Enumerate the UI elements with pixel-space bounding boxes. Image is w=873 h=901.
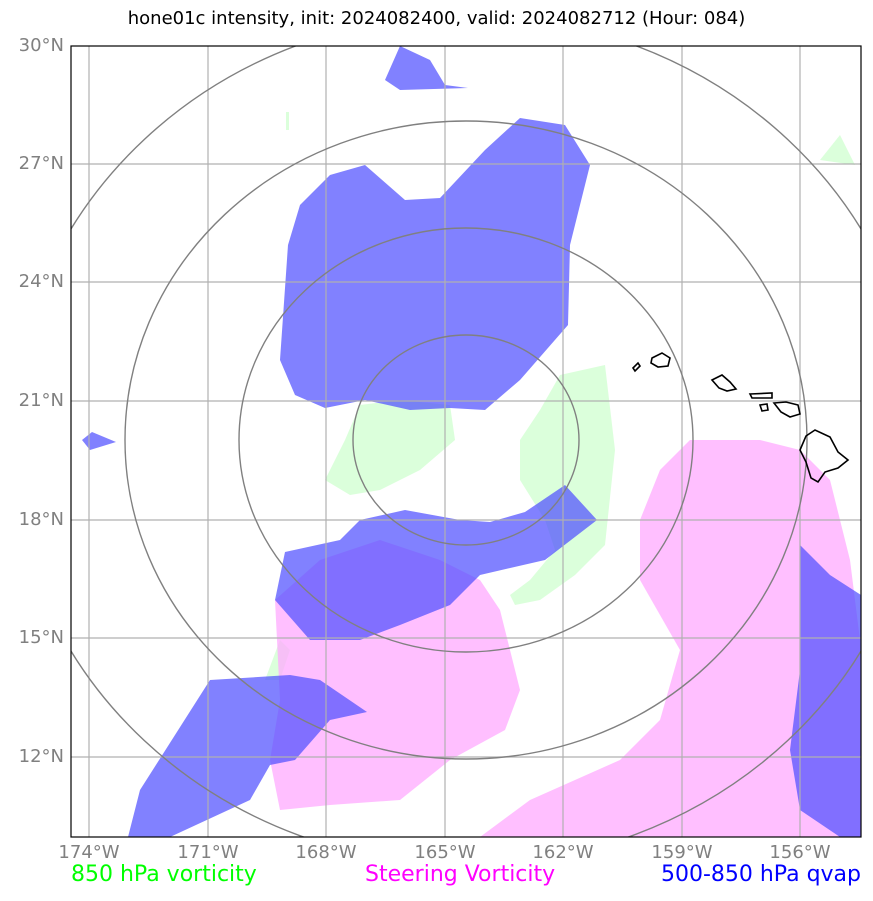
- lat-label-24n: 24°N: [18, 271, 64, 292]
- lat-label-21n: 21°N: [18, 390, 64, 411]
- lat-label-30n: 30°N: [18, 35, 64, 56]
- kauai-island: [650, 352, 671, 368]
- green-region-3: [820, 135, 855, 165]
- pink-region-2: [480, 440, 861, 837]
- lon-label-174w: 174°W: [58, 842, 120, 863]
- lon-label-171w: 171°W: [177, 842, 239, 863]
- green-region-5: [286, 112, 289, 130]
- lon-label-156w: 156°W: [769, 842, 831, 863]
- blue-region-3: [82, 432, 116, 450]
- qvap-layer: [82, 46, 861, 837]
- lat-label-27n: 27°N: [18, 153, 64, 174]
- blue-region-5: [128, 675, 367, 837]
- lon-label-165w: 165°W: [414, 842, 476, 863]
- lon-label-168w: 168°W: [295, 842, 357, 863]
- blue-region-6: [790, 545, 861, 837]
- range-rings: [71, 46, 861, 837]
- map-frame: [70, 45, 862, 838]
- lat-label-15n: 15°N: [18, 627, 64, 648]
- lanai-island: [758, 403, 769, 412]
- legend-850hpa-vorticity: 850 hPa vorticity: [71, 862, 257, 887]
- hawaii-coastline: [631, 352, 850, 484]
- lat-label-18n: 18°N: [18, 509, 64, 530]
- gridlines: [71, 46, 861, 837]
- legend-steering-vorticity: Steering Vorticity: [365, 862, 556, 887]
- green-region-1: [325, 400, 455, 495]
- blue-region-2: [280, 118, 590, 410]
- lat-label-12n: 12°N: [18, 746, 64, 767]
- legend-qvap: 500-850 hPa qvap: [660, 862, 861, 887]
- maui-island: [772, 401, 801, 418]
- oahu-island: [710, 374, 738, 392]
- molokai-island: [748, 392, 773, 399]
- blue-region-4: [275, 485, 597, 640]
- blue-region-1: [385, 46, 468, 90]
- niihau-island: [631, 361, 642, 373]
- lon-label-159w: 159°W: [651, 842, 713, 863]
- lon-label-162w: 162°W: [532, 842, 594, 863]
- big-island: [799, 429, 850, 484]
- map-title: hone01c intensity, init: 2024082400, val…: [127, 8, 746, 29]
